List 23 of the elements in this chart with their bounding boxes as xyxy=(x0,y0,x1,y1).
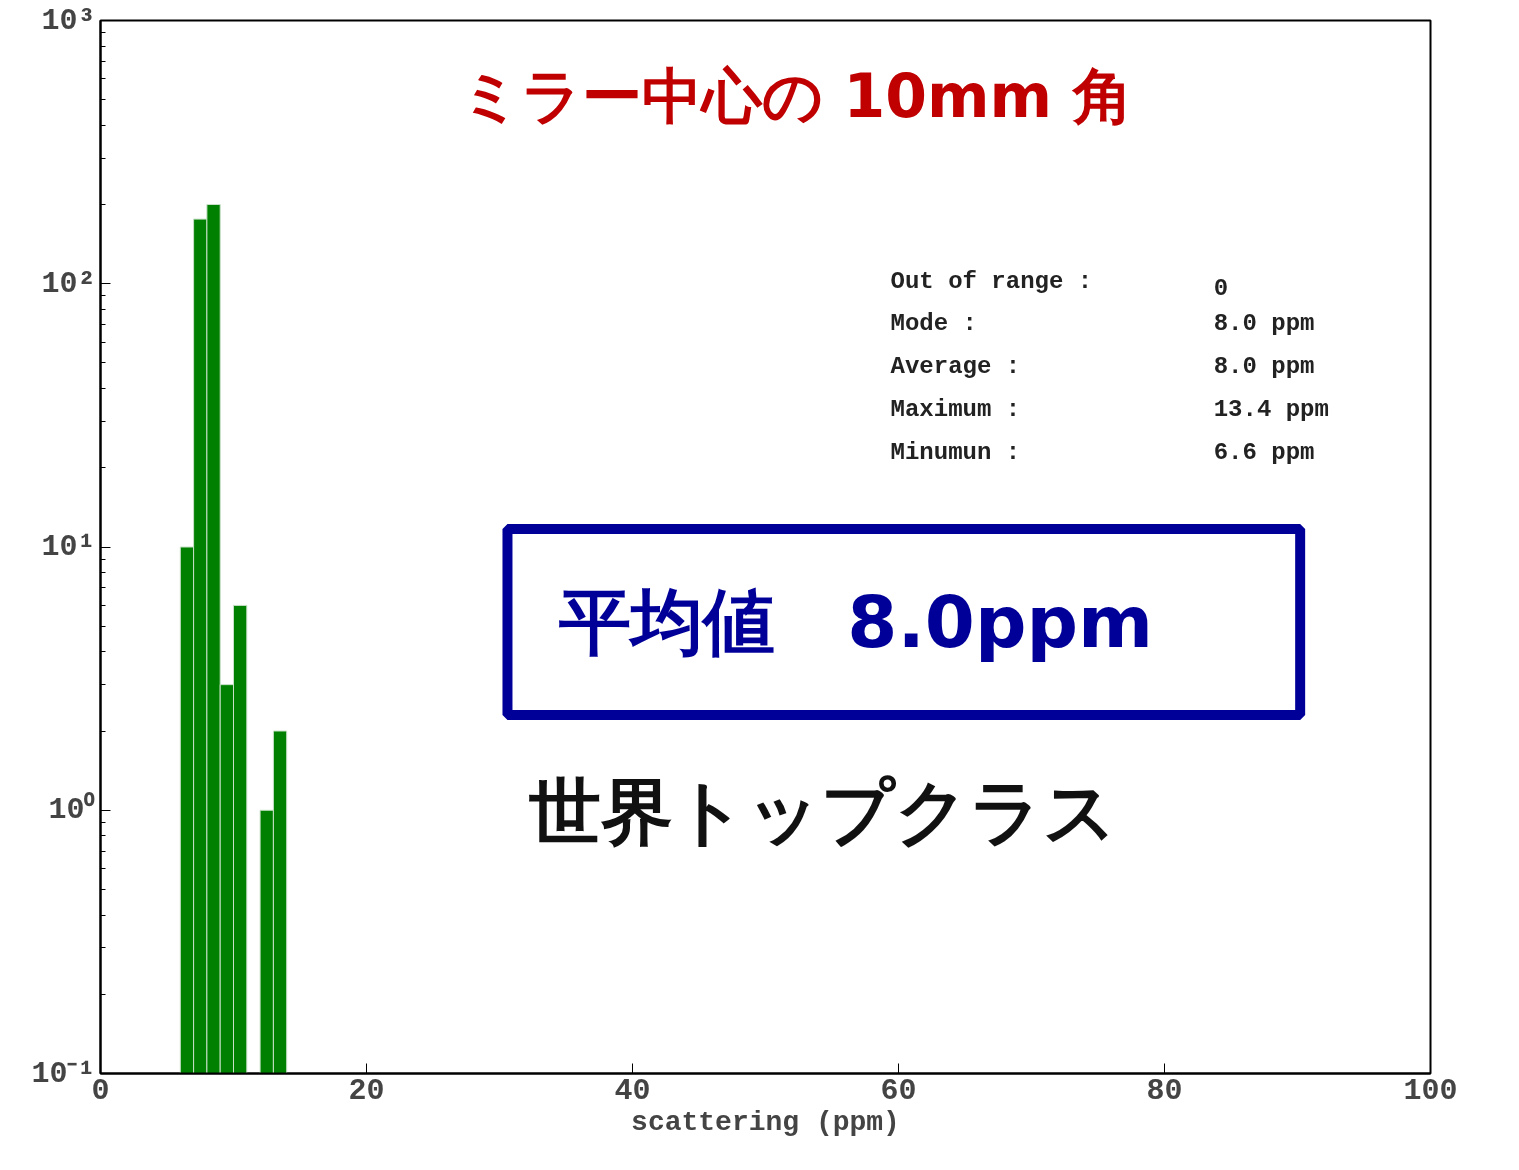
annotation: Mode : xyxy=(890,310,977,338)
annotation: Out of range : xyxy=(890,267,1093,295)
annotation: 8.0 ppm xyxy=(1213,353,1315,381)
y-tick-label: 10⁰ xyxy=(48,791,96,828)
annotation: Minumun : xyxy=(890,439,1021,467)
x-tick-label: 80 xyxy=(1146,1073,1183,1108)
annotation: 平均値 8.0ppm xyxy=(558,579,1154,664)
x-tick-label: 60 xyxy=(880,1073,917,1108)
annotation: 世界トップクラス xyxy=(527,770,1117,855)
annotation: Maximum : xyxy=(890,396,1021,424)
x-tick-label: 20 xyxy=(348,1073,385,1108)
annotation: 6.6 ppm xyxy=(1213,439,1315,467)
annotation: Average : xyxy=(890,353,1021,381)
annotation: 8.0 ppm xyxy=(1213,310,1315,338)
y-tick-label: 10³ xyxy=(41,3,96,38)
annotation: 0 xyxy=(1213,274,1229,302)
annotation: 13.4 ppm xyxy=(1213,396,1329,424)
text: ミラー中心の 10mm 角 xyxy=(459,61,1133,132)
x-axis-title: scattering (ppm) xyxy=(631,1106,900,1138)
x-tick-label: 100 xyxy=(1403,1073,1458,1108)
x-tick-label: 40 xyxy=(614,1073,651,1108)
y-tick-label: 10¹ xyxy=(41,530,96,564)
y-tick-label: 10² xyxy=(41,266,96,301)
